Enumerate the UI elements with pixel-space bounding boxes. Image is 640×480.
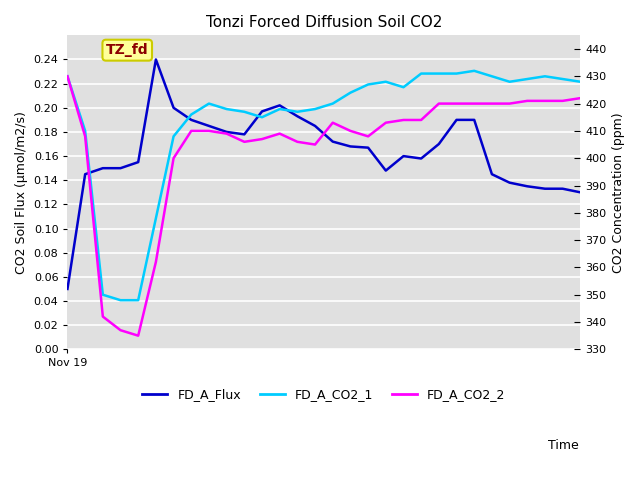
FD_A_CO2_2 xyxy=(170,156,177,161)
FD_A_Flux xyxy=(488,171,496,177)
FD_A_CO2_2 xyxy=(506,101,513,107)
FD_A_CO2_2 xyxy=(116,327,124,333)
FD_A_Flux xyxy=(347,144,355,149)
Legend: FD_A_Flux, FD_A_CO2_1, FD_A_CO2_2: FD_A_Flux, FD_A_CO2_1, FD_A_CO2_2 xyxy=(138,383,510,406)
FD_A_CO2_2 xyxy=(241,139,248,144)
FD_A_CO2_1 xyxy=(417,71,425,76)
FD_A_CO2_1 xyxy=(541,73,549,79)
FD_A_CO2_1 xyxy=(81,128,89,134)
FD_A_Flux xyxy=(577,190,584,195)
Title: Tonzi Forced Diffusion Soil CO2: Tonzi Forced Diffusion Soil CO2 xyxy=(205,15,442,30)
FD_A_CO2_2 xyxy=(488,101,496,107)
FD_A_CO2_1 xyxy=(524,76,531,82)
FD_A_CO2_2 xyxy=(294,139,301,144)
FD_A_Flux xyxy=(116,165,124,171)
FD_A_CO2_2 xyxy=(559,98,566,104)
FD_A_CO2_1 xyxy=(347,90,355,96)
FD_A_CO2_1 xyxy=(99,292,107,298)
Y-axis label: CO2 Concentration (ppm): CO2 Concentration (ppm) xyxy=(612,112,625,273)
FD_A_Flux xyxy=(382,168,390,173)
FD_A_CO2_2 xyxy=(541,98,549,104)
FD_A_CO2_2 xyxy=(99,314,107,320)
FD_A_CO2_2 xyxy=(347,128,355,134)
FD_A_Flux xyxy=(205,123,212,129)
FD_A_CO2_1 xyxy=(559,76,566,82)
FD_A_CO2_1 xyxy=(258,114,266,120)
FD_A_Flux xyxy=(152,57,160,62)
FD_A_CO2_2 xyxy=(63,73,71,79)
FD_A_CO2_2 xyxy=(329,120,337,126)
FD_A_CO2_1 xyxy=(470,68,478,74)
FD_A_CO2_2 xyxy=(188,128,195,134)
FD_A_Flux xyxy=(311,123,319,129)
FD_A_CO2_1 xyxy=(116,297,124,303)
FD_A_CO2_1 xyxy=(435,71,443,76)
FD_A_Flux xyxy=(541,186,549,192)
FD_A_CO2_1 xyxy=(452,71,460,76)
FD_A_CO2_2 xyxy=(470,101,478,107)
FD_A_Flux xyxy=(452,117,460,123)
FD_A_Flux xyxy=(329,139,337,144)
FD_A_CO2_1 xyxy=(63,73,71,79)
FD_A_CO2_1 xyxy=(170,133,177,139)
Text: TZ_fd: TZ_fd xyxy=(106,43,148,57)
Line: FD_A_CO2_1: FD_A_CO2_1 xyxy=(67,71,580,300)
FD_A_CO2_1 xyxy=(188,112,195,118)
FD_A_Flux xyxy=(134,159,142,165)
FD_A_CO2_1 xyxy=(311,106,319,112)
FD_A_CO2_1 xyxy=(577,79,584,84)
FD_A_CO2_1 xyxy=(382,79,390,84)
FD_A_CO2_2 xyxy=(577,95,584,101)
FD_A_CO2_2 xyxy=(382,120,390,126)
FD_A_Flux xyxy=(417,156,425,161)
FD_A_CO2_1 xyxy=(488,73,496,79)
Y-axis label: CO2 Soil Flux (μmol/m2/s): CO2 Soil Flux (μmol/m2/s) xyxy=(15,111,28,274)
FD_A_CO2_2 xyxy=(258,136,266,142)
FD_A_Flux xyxy=(470,117,478,123)
FD_A_CO2_1 xyxy=(152,216,160,221)
FD_A_Flux xyxy=(63,286,71,292)
FD_A_CO2_2 xyxy=(276,131,284,136)
FD_A_Flux xyxy=(524,183,531,189)
FD_A_CO2_2 xyxy=(524,98,531,104)
FD_A_CO2_2 xyxy=(223,131,230,136)
Line: FD_A_CO2_2: FD_A_CO2_2 xyxy=(67,76,580,336)
FD_A_CO2_1 xyxy=(205,101,212,107)
FD_A_Flux xyxy=(223,129,230,135)
FD_A_Flux xyxy=(294,113,301,119)
FD_A_CO2_1 xyxy=(364,82,372,87)
Text: Time: Time xyxy=(548,439,579,452)
FD_A_CO2_1 xyxy=(294,109,301,115)
FD_A_CO2_1 xyxy=(329,101,337,107)
FD_A_CO2_1 xyxy=(241,109,248,115)
FD_A_CO2_2 xyxy=(364,133,372,139)
FD_A_CO2_2 xyxy=(134,333,142,338)
FD_A_Flux xyxy=(258,108,266,114)
FD_A_CO2_2 xyxy=(152,259,160,265)
FD_A_Flux xyxy=(435,141,443,147)
FD_A_Flux xyxy=(364,145,372,151)
FD_A_Flux xyxy=(506,180,513,186)
FD_A_Flux xyxy=(276,103,284,108)
FD_A_CO2_1 xyxy=(134,297,142,303)
FD_A_CO2_2 xyxy=(399,117,407,123)
FD_A_Flux xyxy=(241,132,248,137)
FD_A_CO2_2 xyxy=(311,142,319,147)
FD_A_Flux xyxy=(170,105,177,111)
FD_A_Flux xyxy=(559,186,566,192)
FD_A_CO2_2 xyxy=(205,128,212,134)
FD_A_CO2_1 xyxy=(276,106,284,112)
FD_A_CO2_1 xyxy=(399,84,407,90)
FD_A_Flux xyxy=(188,117,195,123)
FD_A_Flux xyxy=(99,165,107,171)
FD_A_Flux xyxy=(399,153,407,159)
Line: FD_A_Flux: FD_A_Flux xyxy=(67,60,580,289)
FD_A_CO2_2 xyxy=(417,117,425,123)
FD_A_CO2_1 xyxy=(506,79,513,84)
FD_A_Flux xyxy=(81,171,89,177)
FD_A_CO2_1 xyxy=(223,106,230,112)
FD_A_CO2_2 xyxy=(435,101,443,107)
FD_A_CO2_2 xyxy=(81,133,89,139)
FD_A_CO2_2 xyxy=(452,101,460,107)
